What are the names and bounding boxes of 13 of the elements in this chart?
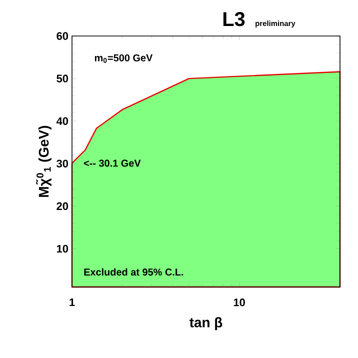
y-tick-label: 20	[56, 202, 68, 210]
annotation: m$_{0}$=500 GeV	[94, 54, 153, 63]
y-tick-label: 10	[56, 244, 68, 253]
chart-title: L3	[223, 12, 245, 26]
y-tick-label: 50	[56, 74, 68, 82]
y-tick-label: 30	[56, 160, 68, 168]
y-axis-title: Mχ̃$^{0}$$_{1}$ (GeV)	[36, 126, 52, 197]
y-tick-label: 40	[56, 117, 68, 125]
annotation: Excluded at 95% C.L.	[84, 268, 184, 276]
x-tick-label: 1	[70, 298, 75, 306]
annotation: <-- 30.1 GeV	[84, 160, 141, 167]
x-axis-title: tan β	[190, 317, 222, 330]
y-tick-label: 60	[56, 32, 68, 40]
